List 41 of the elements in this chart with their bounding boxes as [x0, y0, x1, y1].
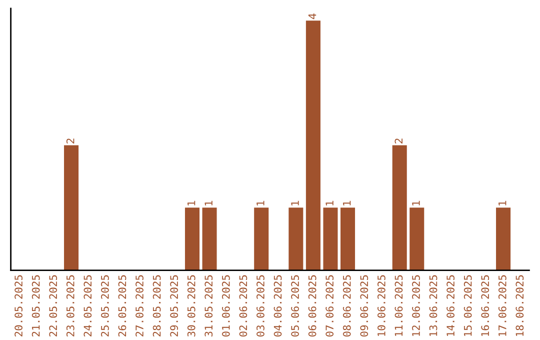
data-label: 2: [394, 138, 402, 144]
x-tick-label: 20.05.2025: [14, 275, 22, 336]
x-tick-label: 30.05.2025: [187, 275, 196, 336]
x-tick-label: 29.05.2025: [170, 275, 178, 336]
data-label: 1: [498, 200, 506, 206]
x-tick-label: 28.05.2025: [152, 275, 161, 336]
x-tick-label: 09.06.2025: [360, 275, 368, 336]
x-tick-label: 08.06.2025: [342, 275, 351, 336]
data-label: 1: [412, 200, 420, 206]
x-tick-label: 15.06.2025: [464, 275, 472, 336]
x-tick-label: 01.06.2025: [222, 275, 230, 336]
data-label: 1: [188, 200, 196, 206]
x-tick-label: 12.06.2025: [412, 275, 420, 336]
data-label: 4: [308, 14, 316, 20]
x-tick-label: 25.05.2025: [101, 275, 109, 336]
x-tick-label: 24.05.2025: [84, 275, 92, 336]
x-tick-label: 03.06.2025: [256, 275, 264, 336]
x-tick-label: 05.06.2025: [291, 275, 299, 336]
data-label: 1: [291, 200, 299, 206]
x-tick-label: 31.05.2025: [204, 275, 213, 336]
data-label: 2: [66, 138, 74, 144]
x-tick-label: 10.06.2025: [377, 275, 386, 336]
x-tick-label: 13.06.2025: [429, 275, 438, 336]
x-tick-label: 06.06.2025: [308, 275, 316, 336]
x-tick-label: 22.05.2025: [49, 275, 58, 336]
x-tick-label: 18.06.2025: [516, 275, 524, 336]
x-tick-label: 14.06.2025: [446, 275, 454, 336]
data-label: 1: [204, 200, 212, 206]
x-tick-label: 27.05.2025: [136, 275, 144, 336]
x-tick-label: 11.06.2025: [394, 275, 403, 336]
x-tick-label: 02.06.2025: [239, 275, 248, 336]
x-tick-label: 23.05.2025: [66, 275, 74, 336]
data-label: 1: [326, 200, 334, 206]
x-tick-label: 16.06.2025: [481, 275, 490, 336]
x-tick-label: 07.06.2025: [326, 275, 334, 336]
x-tick-label: 04.06.2025: [274, 275, 282, 336]
x-tick-label: 17.06.2025: [498, 275, 506, 336]
x-tick-label: 26.05.2025: [118, 275, 126, 336]
data-label: 1: [343, 200, 351, 206]
x-tick-label: 21.05.2025: [32, 275, 40, 336]
data-label: 1: [256, 200, 264, 206]
